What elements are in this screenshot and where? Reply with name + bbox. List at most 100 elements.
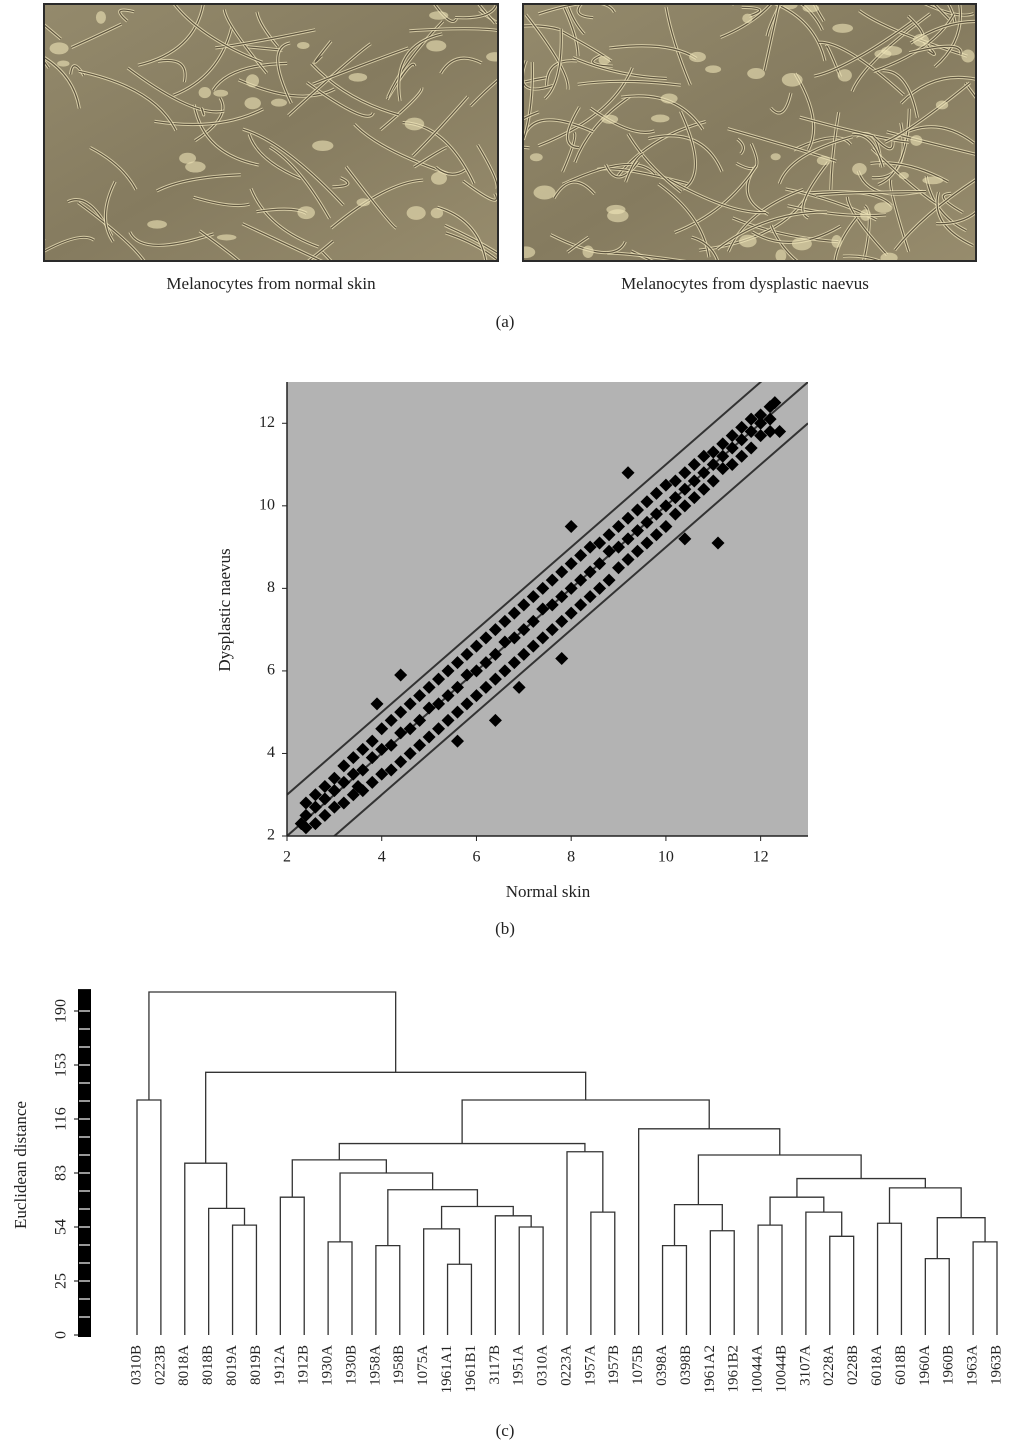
texture — [942, 192, 964, 214]
point — [318, 779, 332, 793]
texture — [44, 237, 46, 241]
texture — [738, 234, 757, 248]
point — [735, 433, 749, 447]
texture — [770, 92, 792, 114]
texture — [832, 23, 854, 33]
scale-bar — [78, 989, 91, 1337]
texture — [44, 239, 45, 241]
point — [394, 705, 408, 719]
point — [697, 449, 711, 463]
texture — [306, 82, 374, 117]
point — [526, 614, 540, 628]
texture — [889, 179, 910, 252]
texture — [431, 171, 447, 185]
texture — [445, 232, 498, 261]
leaf-label: 1951A — [511, 1345, 527, 1386]
texture — [248, 134, 301, 180]
point — [356, 763, 370, 777]
leaf-label: 0398B — [678, 1345, 694, 1385]
texture — [625, 153, 644, 183]
y-axis-title: Euclidean distance — [11, 1101, 30, 1229]
x-tick-label: 12 — [753, 849, 769, 866]
point — [403, 746, 417, 760]
texture — [660, 93, 678, 104]
point — [337, 775, 351, 789]
texture — [877, 108, 910, 186]
point — [422, 701, 436, 715]
texture — [250, 188, 319, 248]
texture — [95, 11, 106, 24]
dendrogram-link — [829, 1235, 855, 1335]
texture — [49, 42, 69, 55]
texture — [544, 28, 562, 100]
dendrogram-link — [423, 1228, 461, 1335]
dendrogram-link — [339, 1172, 434, 1242]
texture — [312, 47, 409, 85]
texture — [815, 191, 926, 196]
point — [773, 425, 787, 439]
texture — [523, 111, 540, 120]
texture — [627, 133, 682, 193]
texture — [813, 4, 825, 22]
texture — [562, 163, 656, 185]
dendrogram-link — [757, 1224, 783, 1335]
point — [640, 536, 654, 550]
leaf-label: 0223B — [152, 1345, 168, 1385]
point — [630, 503, 644, 517]
texture — [533, 185, 556, 200]
y-tick-label: 0 — [53, 1331, 70, 1339]
point — [744, 425, 758, 439]
texture — [601, 114, 619, 124]
point — [593, 536, 607, 550]
point — [754, 429, 768, 443]
texture — [398, 33, 443, 102]
dendrogram-link — [972, 1241, 998, 1335]
point — [678, 532, 692, 546]
texture — [934, 4, 962, 68]
texture — [837, 69, 852, 82]
texture — [444, 224, 498, 255]
leaf-label: 0310A — [535, 1345, 551, 1386]
leaf-label: 1930B — [343, 1345, 359, 1385]
texture — [874, 202, 893, 213]
dendrogram-link — [375, 1244, 401, 1335]
point — [555, 590, 569, 604]
texture — [433, 4, 458, 22]
y-tick-label: 54 — [53, 1219, 70, 1235]
texture — [345, 166, 397, 229]
point — [668, 474, 682, 488]
texture — [884, 82, 971, 143]
y-tick-label: 6 — [267, 662, 275, 679]
point — [621, 466, 635, 480]
texture — [781, 72, 803, 87]
leaf-label: 1961A1 — [439, 1345, 455, 1393]
texture — [737, 138, 744, 155]
point — [432, 672, 446, 686]
texture — [818, 41, 905, 96]
dendrogram-link — [805, 1211, 843, 1335]
texture — [242, 128, 344, 206]
point — [725, 458, 739, 472]
x-axis-title: Normal skin — [506, 882, 591, 901]
point — [678, 466, 692, 480]
texture — [413, 147, 447, 168]
image-caption: Melanocytes from normal skin — [166, 274, 376, 293]
texture — [538, 4, 615, 15]
point — [337, 796, 351, 810]
dendrogram-link — [148, 991, 397, 1101]
texture — [242, 223, 323, 261]
texture — [437, 206, 487, 261]
dendrogram-link — [590, 1211, 616, 1335]
texture — [577, 4, 594, 19]
texture — [546, 60, 578, 86]
point — [517, 598, 531, 612]
point — [479, 656, 493, 670]
texture — [894, 178, 976, 251]
texture — [137, 4, 204, 66]
leaf-label: 8019B — [248, 1345, 264, 1385]
texture — [44, 60, 50, 69]
point — [308, 817, 322, 831]
point — [564, 581, 578, 595]
dendrogram-link — [876, 1222, 903, 1335]
leaf-label: 10044B — [773, 1345, 789, 1393]
